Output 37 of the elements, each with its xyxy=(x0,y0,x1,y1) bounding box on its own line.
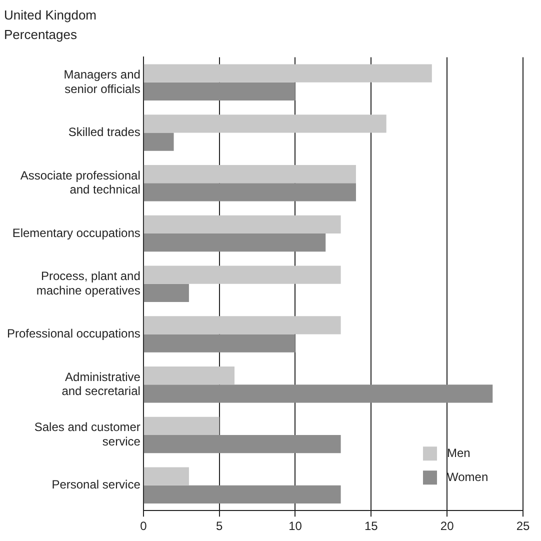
chart-subtitle: Percentages xyxy=(4,26,78,42)
x-tick-label: 20 xyxy=(440,519,454,534)
y-tick-label: Administrative and secretarial xyxy=(62,370,141,398)
y-tick-label: Professional occupations xyxy=(6,326,140,341)
bar xyxy=(144,165,356,184)
bar xyxy=(144,416,220,436)
x-tick-label: 25 xyxy=(516,519,530,534)
bar xyxy=(144,82,296,101)
x-tick-label: 5 xyxy=(216,519,223,534)
x-tick-label: 0 xyxy=(140,519,148,534)
bar xyxy=(144,234,326,252)
x-tick-label: 10 xyxy=(288,519,302,534)
y-tick-label: Sales and customer service xyxy=(34,420,141,449)
bar xyxy=(144,132,174,151)
x-tick-label: 15 xyxy=(364,519,378,534)
bar xyxy=(144,215,341,234)
bar xyxy=(144,366,235,385)
y-tick-label: Managers and senior officials xyxy=(64,68,140,96)
legend-label: Men xyxy=(447,446,470,460)
y-tick-label: Personal service xyxy=(52,478,141,492)
bar xyxy=(144,284,189,302)
bar xyxy=(144,485,341,504)
bar xyxy=(144,183,356,202)
bar xyxy=(144,64,432,82)
bar xyxy=(144,334,296,352)
bar xyxy=(144,435,341,454)
legend-label: Women xyxy=(447,470,488,484)
y-tick-label: Associate professional and technical xyxy=(20,168,140,197)
bar xyxy=(144,266,341,284)
bar xyxy=(144,384,493,403)
bar xyxy=(144,467,189,486)
y-tick-label: Process, plant and machine operatives xyxy=(36,269,140,298)
chart-title: United Kingdom xyxy=(4,7,96,22)
bar xyxy=(144,316,341,334)
y-tick-label: Skilled trades xyxy=(68,125,140,140)
y-tick-label: Elementary occupations xyxy=(12,226,140,240)
bar xyxy=(144,114,386,133)
